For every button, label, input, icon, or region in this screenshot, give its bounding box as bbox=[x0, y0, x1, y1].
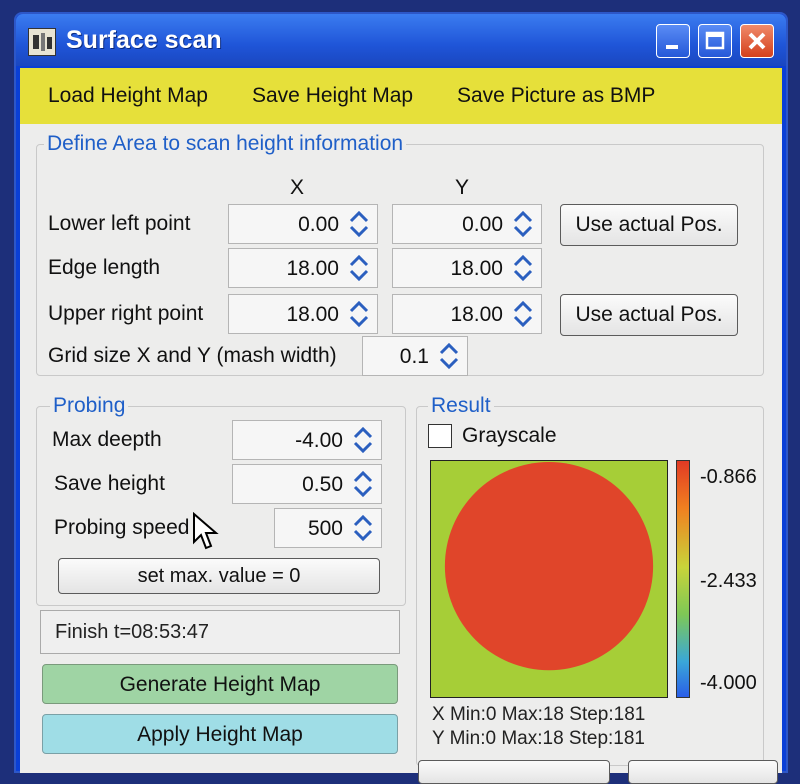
grid-size-label: Grid size X and Y (mash width) bbox=[48, 344, 337, 367]
scale-min-label: -4.000 bbox=[700, 672, 757, 694]
save-height-input[interactable]: 0.50 bbox=[232, 464, 382, 504]
x-range-info: X Min:0 Max:18 Step:181 bbox=[432, 704, 646, 725]
minimize-button[interactable] bbox=[656, 24, 690, 58]
minimize-icon bbox=[666, 45, 678, 49]
max-depth-input[interactable]: -4.00 bbox=[232, 420, 382, 460]
status-field: Finish t=08:53:47 bbox=[40, 610, 400, 654]
use-actual-pos-lower-button[interactable]: Use actual Pos. bbox=[560, 204, 738, 246]
height-map-plot bbox=[444, 461, 654, 671]
max-depth-label: Max deepth bbox=[52, 428, 162, 451]
maximize-button[interactable] bbox=[698, 24, 732, 58]
upper-right-label: Upper right point bbox=[48, 302, 204, 325]
probing-speed-label: Probing speed bbox=[54, 516, 190, 539]
save-height-label: Save height bbox=[54, 472, 165, 495]
spinner-icon[interactable] bbox=[345, 299, 373, 329]
height-map-circle bbox=[444, 461, 654, 671]
result-left-button[interactable] bbox=[418, 760, 610, 784]
result-title: Result bbox=[428, 394, 494, 418]
probing-title: Probing bbox=[50, 394, 129, 418]
app-icon bbox=[28, 28, 56, 56]
lower-left-x-input[interactable]: 0.00 bbox=[228, 204, 378, 244]
spinner-icon[interactable] bbox=[349, 513, 377, 543]
spinner-icon[interactable] bbox=[435, 341, 463, 371]
scale-max-label: -0.866 bbox=[700, 466, 757, 488]
spinner-icon[interactable] bbox=[345, 209, 373, 239]
window-title: Surface scan bbox=[66, 26, 222, 54]
menu-load-height-map[interactable]: Load Height Map bbox=[48, 84, 208, 107]
lower-left-label: Lower left point bbox=[48, 212, 191, 235]
set-max-value-button[interactable]: set max. value = 0 bbox=[58, 558, 380, 594]
client-area: Load Height Map Save Height Map Save Pic… bbox=[20, 68, 782, 784]
grid-size-input[interactable]: 0.1 bbox=[362, 336, 468, 376]
close-icon bbox=[748, 32, 766, 50]
lower-left-y-input[interactable]: 0.00 bbox=[392, 204, 542, 244]
result-right-button[interactable] bbox=[628, 760, 778, 784]
upper-right-y-input[interactable]: 18.00 bbox=[392, 294, 542, 334]
title-bar[interactable]: Surface scan bbox=[16, 14, 786, 66]
apply-height-map-button[interactable]: Apply Height Map bbox=[42, 714, 398, 754]
spinner-icon[interactable] bbox=[509, 299, 537, 329]
generate-height-map-button[interactable]: Generate Height Map bbox=[42, 664, 398, 704]
edge-length-y-input[interactable]: 18.00 bbox=[392, 248, 542, 288]
spinner-icon[interactable] bbox=[349, 469, 377, 499]
menu-save-picture-bmp[interactable]: Save Picture as BMP bbox=[457, 84, 656, 107]
mouse-cursor-icon bbox=[193, 512, 219, 550]
grayscale-checkbox[interactable] bbox=[428, 424, 452, 448]
maximize-icon bbox=[705, 31, 725, 50]
column-x-label: X bbox=[290, 176, 305, 199]
use-actual-pos-upper-button[interactable]: Use actual Pos. bbox=[560, 294, 738, 336]
spinner-icon[interactable] bbox=[345, 253, 373, 283]
edge-length-label: Edge length bbox=[48, 256, 161, 279]
menu-save-height-map[interactable]: Save Height Map bbox=[252, 84, 414, 107]
scale-mid-label: -2.433 bbox=[700, 570, 757, 592]
define-area-title: Define Area to scan height information bbox=[44, 132, 407, 156]
color-scale-bar bbox=[676, 460, 690, 698]
menu-bar: Load Height Map Save Height Map Save Pic… bbox=[20, 68, 782, 124]
probing-speed-input[interactable]: 500 bbox=[274, 508, 382, 548]
surface-scan-window: Surface scan Load Height Map Save Height… bbox=[14, 12, 788, 784]
spinner-icon[interactable] bbox=[349, 425, 377, 455]
column-y-label: Y bbox=[455, 176, 470, 199]
edge-length-x-input[interactable]: 18.00 bbox=[228, 248, 378, 288]
spinner-icon[interactable] bbox=[509, 253, 537, 283]
probing-group bbox=[36, 406, 406, 606]
spinner-icon[interactable] bbox=[509, 209, 537, 239]
grayscale-label: Grayscale bbox=[462, 424, 557, 447]
height-map-image bbox=[430, 460, 668, 698]
close-button[interactable] bbox=[740, 24, 774, 58]
upper-right-x-input[interactable]: 18.00 bbox=[228, 294, 378, 334]
y-range-info: Y Min:0 Max:18 Step:181 bbox=[432, 728, 645, 749]
